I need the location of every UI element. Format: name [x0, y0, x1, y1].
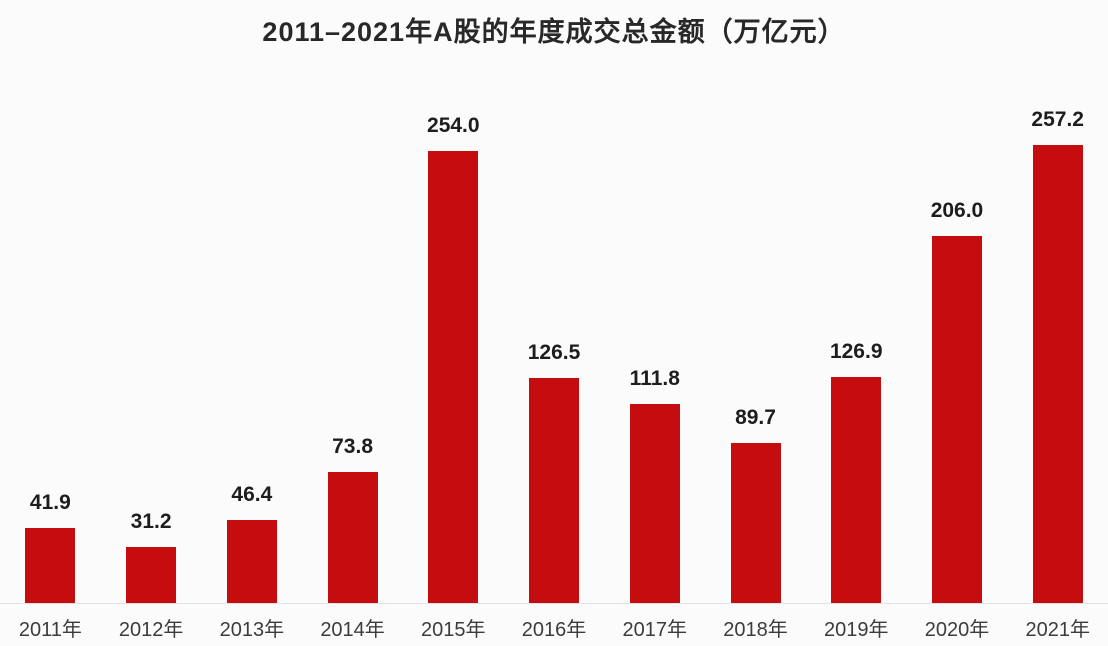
chart-title: 2011–2021年A股的年度成交总金额（万亿元） — [262, 17, 846, 47]
bar-value-label: 126.5 — [527, 341, 581, 364]
bar-group: 111.8 — [604, 367, 705, 603]
bar-group: 257.2 — [1007, 108, 1108, 603]
bar-value-label: 254.0 — [427, 114, 480, 137]
bar-value-label: 46.4 — [231, 483, 273, 506]
plot-area: 41.9 31.2 46.4 73.8 254.0 126.5 111.8 89.7 126.9… — [0, 60, 1108, 604]
bar-value-label: 31.2 — [130, 510, 172, 533]
x-axis-label: 2021年 — [1025, 619, 1090, 641]
bar — [730, 443, 781, 603]
bar-group: 73.8 — [302, 435, 403, 603]
x-axis-label: 2020年 — [924, 619, 990, 641]
bar-group: 41.9 — [0, 491, 101, 603]
bar-group: 126.5 — [504, 341, 605, 603]
bar — [931, 236, 982, 603]
x-axis-label: 2015年 — [421, 619, 486, 641]
bar-value-label: 41.9 — [29, 491, 71, 514]
bar-group: 254.0 — [403, 114, 504, 603]
bar — [25, 528, 76, 603]
bar-value-label: 73.8 — [332, 435, 373, 458]
bar-group: 206.0 — [907, 199, 1008, 603]
bar-group: 126.9 — [806, 340, 907, 603]
bar — [529, 378, 580, 603]
x-axis-label: 2017年 — [622, 619, 688, 641]
x-axis-label: 2013年 — [219, 619, 285, 641]
bar — [327, 472, 378, 603]
bar — [428, 151, 479, 603]
bar-value-label: 111.8 — [629, 367, 680, 390]
bar-group: 89.7 — [705, 406, 806, 603]
x-axis-label: 2012年 — [118, 619, 184, 641]
bar-value-label: 89.7 — [735, 406, 776, 429]
bar-value-label: 126.9 — [829, 340, 883, 363]
bar — [629, 404, 680, 603]
x-axis-label: 2014年 — [320, 619, 385, 641]
bar — [226, 520, 277, 603]
x-axis-label: 2019年 — [823, 619, 889, 641]
bar — [126, 547, 177, 603]
bar — [831, 377, 882, 603]
x-axis-label: 2016年 — [521, 619, 587, 641]
bar — [1032, 145, 1083, 603]
bar-group: 46.4 — [201, 483, 302, 603]
x-axis-labels: 2011年 2012年 2013年 2014年 2015年 2016年 2017年 2018年… — [0, 604, 1108, 646]
x-axis-label: 2011年 — [18, 619, 82, 641]
bar-value-label: 206.0 — [930, 199, 984, 222]
bar-group: 31.2 — [101, 510, 202, 603]
bar-value-label: 257.2 — [1031, 108, 1084, 131]
x-axis-label: 2018年 — [723, 619, 788, 641]
